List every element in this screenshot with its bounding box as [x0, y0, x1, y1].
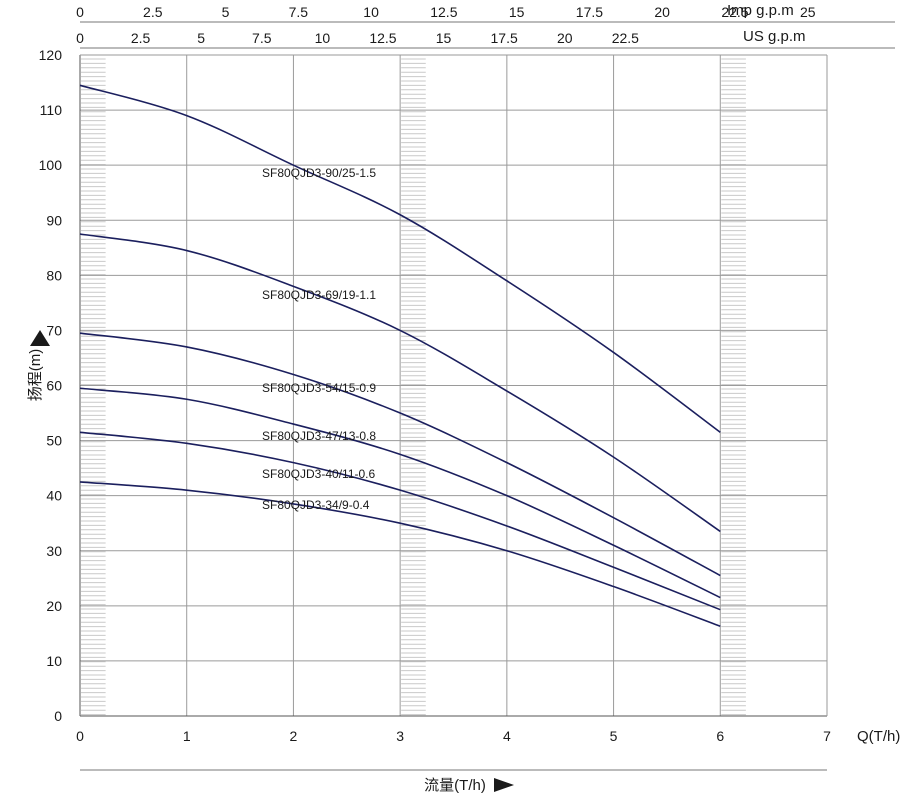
us-gpm-tick-label: 17.5: [491, 30, 518, 46]
y-tick-label: 60: [46, 378, 62, 394]
x-tick-label: 5: [610, 728, 618, 744]
y-tick-label: 30: [46, 543, 62, 559]
y-tick-label: 90: [46, 212, 62, 228]
curves: [79, 84, 721, 627]
x-tick-label: 4: [503, 728, 511, 744]
imp-gpm-tick-label: 25: [800, 4, 816, 20]
imp-gpm-tick-label: 0: [76, 4, 84, 20]
x-tick-label: 6: [716, 728, 724, 744]
x-tick-label: 1: [183, 728, 191, 744]
y-axis-title: 扬程(m): [27, 349, 44, 402]
imp-gpm-axis-label: Imp g.p.m: [727, 2, 794, 19]
us-gpm-axis-label: US g.p.m: [743, 28, 806, 45]
x-tick-label: 7: [823, 728, 831, 744]
y-tick-label: 0: [54, 708, 62, 724]
curve-line-6: [79, 481, 721, 627]
imp-gpm-tick-label: 10: [363, 4, 379, 20]
hatched-bands: [81, 58, 746, 716]
curve-label-4: SF80QJD3-47/13-0.8: [262, 429, 376, 443]
imp-gpm-tick-label: 7.5: [289, 4, 309, 20]
y-tick-label: 80: [46, 267, 62, 283]
axes: [79, 21, 895, 771]
y-axis-arrow-icon: [30, 330, 50, 346]
imp-gpm-tick-label: 5: [222, 4, 230, 20]
x-axis-title: 流量(T/h): [424, 777, 486, 794]
us-gpm-tick-label: 20: [557, 30, 573, 46]
curve-label-1: SF80QJD3-90/25-1.5: [262, 166, 376, 180]
imp-gpm-tick-label: 22.5: [721, 4, 748, 20]
us-gpm-tick-label: 5: [197, 30, 205, 46]
x-tick-label: 2: [290, 728, 298, 744]
us-gpm-tick-label: 0: [76, 30, 84, 46]
imp-gpm-tick-label: 20: [654, 4, 670, 20]
y-tick-label: 40: [46, 488, 62, 504]
curve-line-2: [79, 233, 721, 533]
y-tick-label: 100: [39, 157, 63, 173]
us-gpm-tick-label: 7.5: [252, 30, 272, 46]
curve-line-5: [79, 431, 721, 611]
y-tick-label: 70: [46, 322, 62, 338]
x-tick-label: 0: [76, 728, 84, 744]
curve-label-2: SF80QJD3-69/19-1.1: [262, 288, 376, 302]
us-gpm-tick-label: 15: [436, 30, 452, 46]
us-gpm-tick-label: 10: [315, 30, 331, 46]
imp-gpm-tick-label: 2.5: [143, 4, 163, 20]
us-gpm-tick-label: 12.5: [369, 30, 396, 46]
curve-line-4: [79, 387, 721, 599]
curve-label-3: SF80QJD3-54/15-0.9: [262, 381, 376, 395]
y-tick-label: 50: [46, 433, 62, 449]
x-unit-label: Q(T/h): [857, 728, 900, 745]
curve-label-5: SF80QJD3-40/11-0.6: [262, 467, 375, 481]
grid: [80, 55, 827, 716]
imp-gpm-tick-label: 15: [509, 4, 525, 20]
us-gpm-tick-label: 2.5: [131, 30, 151, 46]
curve-label-6: SF80QJD3-34/9-0.4: [262, 498, 370, 512]
curve-line-1: [79, 84, 721, 433]
curve-line-3: [79, 332, 721, 577]
y-tick-label: 20: [46, 598, 62, 614]
imp-gpm-tick-label: 12.5: [430, 4, 457, 20]
x-axis-arrow-icon: [494, 778, 514, 792]
y-tick-label: 110: [40, 102, 63, 118]
x-tick-label: 3: [396, 728, 404, 744]
us-gpm-tick-label: 22.5: [612, 30, 639, 46]
imp-gpm-tick-label: 17.5: [576, 4, 603, 20]
y-tick-label: 120: [39, 47, 63, 63]
y-tick-label: 10: [46, 653, 62, 669]
